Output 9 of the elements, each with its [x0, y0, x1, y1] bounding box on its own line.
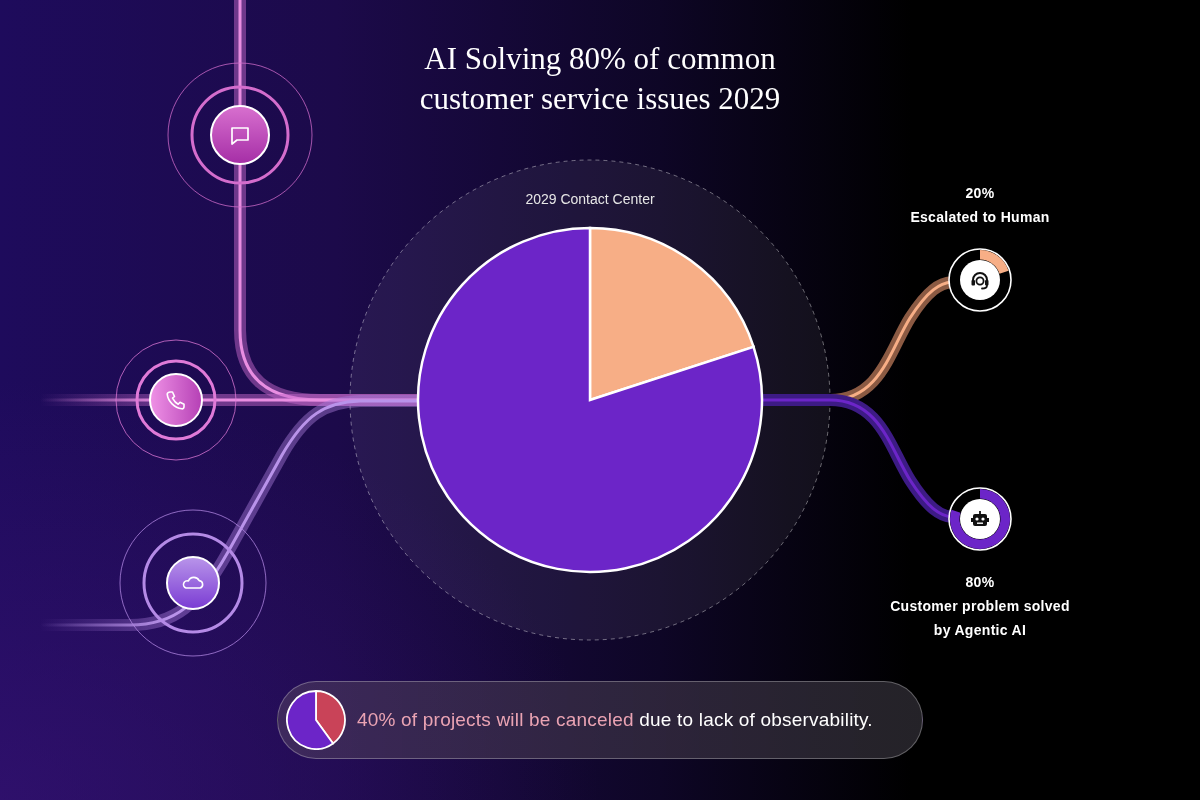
text: due to lack of observability.	[639, 709, 873, 730]
text: Customer problem solved by Agentic AI	[889, 597, 1071, 640]
text: 40% of projects will be canceled	[357, 709, 634, 730]
chart-title: AI Solving 80% of common customer service issues 2029	[419, 41, 781, 116]
text: 20%	[964, 184, 996, 203]
text: Escalated to Human	[909, 208, 1051, 227]
text: 80%	[964, 573, 996, 592]
chart-subtitle: 2029 Contact Center	[525, 191, 655, 207]
pie-slice	[416, 226, 763, 574]
